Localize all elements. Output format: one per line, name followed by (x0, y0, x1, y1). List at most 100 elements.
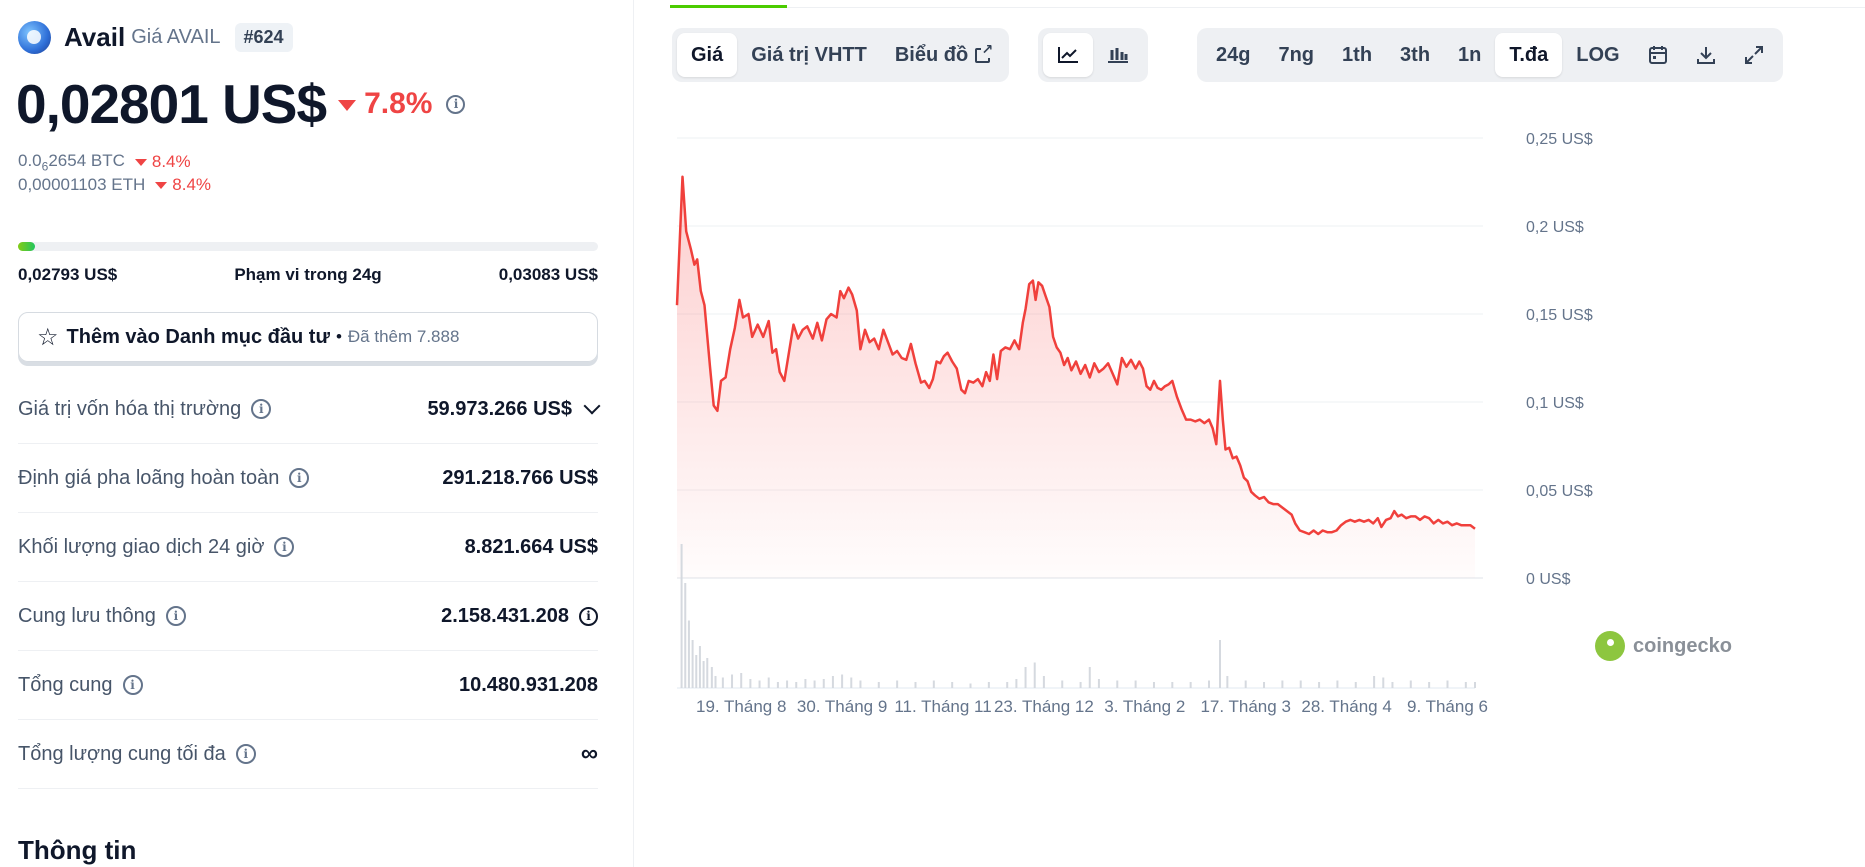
volume-bar (932, 680, 935, 688)
volume-bar (1042, 676, 1045, 688)
stat-value: ∞ (580, 740, 598, 767)
x-tick-label: 30. Tháng 9 (797, 697, 887, 716)
volume-bar (822, 679, 825, 688)
eth-price-row: 0,00001103 ETH 8.4% (18, 175, 211, 195)
volume-bar (1281, 680, 1284, 688)
range-max[interactable]: T.đa (1495, 33, 1563, 77)
chart-type-tabs (1038, 28, 1148, 82)
add-to-portfolio-button[interactable]: ☆ Thêm vào Danh mục đầu tư • Đã thêm 7.8… (18, 312, 598, 362)
volume-bar (1263, 682, 1266, 688)
volume-bar (721, 677, 724, 688)
chart-panel: Giá Giá trị VHTT Biểu đồ 24g 7ng 1th 3th… (635, 0, 1865, 867)
volume-bar (758, 680, 761, 688)
x-tick-label: 3. Tháng 2 (1104, 697, 1185, 716)
volume-bar (987, 682, 990, 688)
price-line (675, 175, 1476, 536)
coingecko-watermark: coingecko (1595, 631, 1732, 661)
info-icon[interactable]: i (446, 94, 466, 114)
volume-bar (1189, 682, 1192, 688)
line-chart-icon[interactable] (1043, 33, 1093, 77)
volume-bar (749, 679, 752, 688)
stat-label: Giá trị vốn hóa thị trường (18, 397, 242, 420)
x-tick-label: 19. Tháng 8 (696, 697, 786, 716)
volume-bar (1088, 667, 1091, 688)
range-log[interactable]: LOG (1576, 43, 1620, 66)
down-triangle-icon (155, 181, 168, 189)
volume-bar (767, 677, 770, 688)
y-tick-label: 0 US$ (1526, 571, 1571, 588)
y-tick-label: 0,25 US$ (1526, 131, 1593, 148)
fullscreen-icon[interactable] (1730, 33, 1778, 77)
tab-price[interactable]: Giá (677, 33, 738, 77)
active-section-indicator (670, 5, 787, 8)
price-row: 0,02801 US$ 7.8% i (16, 72, 466, 136)
y-tick-label: 0,1 US$ (1526, 395, 1584, 412)
y-tick-label: 0,2 US$ (1526, 219, 1584, 236)
volume-bar (1464, 682, 1467, 688)
stat-value: 8.821.664 US$ (464, 535, 598, 558)
volume-bar (1152, 682, 1155, 688)
volume-bar (1474, 682, 1476, 688)
volume-bar (1208, 680, 1210, 688)
info-icon[interactable]: i (579, 606, 598, 626)
volume-bar (951, 682, 954, 688)
range-24h[interactable]: 24g (1216, 43, 1251, 66)
info-icon[interactable]: i (289, 468, 310, 488)
x-tick-label: 17. Tháng 3 (1200, 697, 1290, 716)
x-tick-label: 9. Tháng 6 (1407, 697, 1488, 716)
range-1y[interactable]: 1n (1458, 43, 1482, 66)
time-range-tabs: 24g 7ng 1th 3th 1n T.đa LOG (1197, 28, 1783, 82)
volume-bar (740, 673, 743, 688)
volume-bar (1116, 680, 1119, 688)
info-icon[interactable]: i (235, 744, 256, 764)
price-chart-svg: 0,25 US$ 0,2 US$ 0,15 US$ 0,1 US$ 0,05 US$ 0 … (675, 131, 1593, 716)
stat-total-supply: Tổng cung i 10.480.931.208 (18, 651, 598, 720)
btc-price: 0.062654 BTC (18, 151, 125, 174)
volume-bar (684, 583, 687, 688)
volume-bar (914, 682, 917, 688)
eth-change: 8.4% (155, 175, 211, 195)
info-icon[interactable]: i (251, 399, 272, 419)
volume-bar (1024, 667, 1027, 688)
coin-header: Avail Giá AVAIL #624 (18, 20, 293, 54)
info-icon[interactable]: i (165, 606, 186, 626)
down-triangle-icon (134, 158, 147, 166)
volume-bar (969, 683, 972, 688)
candlestick-icon[interactable] (1093, 33, 1143, 77)
calendar-icon[interactable] (1634, 33, 1682, 77)
tab-tradingview-chart[interactable]: Biểu đồ (881, 33, 1004, 77)
info-icon[interactable]: i (122, 675, 143, 695)
stat-value: 10.480.931.208 (458, 673, 598, 696)
info-section-title: Thông tin (18, 835, 137, 865)
volume-bar (691, 640, 694, 688)
portfolio-separator: • (335, 327, 342, 346)
chevron-down-icon[interactable] (583, 397, 601, 415)
tab-market-cap[interactable]: Giá trị VHTT (751, 43, 867, 66)
volume-bar (795, 682, 798, 688)
range-label: Phạm vi trong 24g (234, 265, 382, 284)
price-change: 7.8% (338, 87, 432, 121)
rank-badge: #624 (234, 22, 293, 52)
stat-volume-24h: Khối lượng giao dịch 24 giờ i 8.821.664 U… (18, 513, 598, 582)
range-1m[interactable]: 1th (1342, 43, 1373, 66)
eth-price: 0,00001103 ETH (18, 175, 146, 194)
volume-bar (804, 679, 807, 688)
volume-bar (1446, 680, 1449, 688)
download-icon[interactable] (1682, 33, 1730, 77)
range-3m[interactable]: 3th (1400, 43, 1431, 66)
volume-bar (1299, 680, 1302, 688)
stat-max-supply: Tổng lượng cung tối đa i ∞ (18, 720, 598, 789)
stat-value: 291.218.766 US$ (442, 466, 598, 489)
info-icon[interactable]: i (274, 537, 295, 557)
volume-bar (877, 682, 880, 688)
volume-bar (687, 620, 690, 688)
volume-bar (831, 676, 834, 688)
current-price: 0,02801 US$ (16, 73, 327, 135)
tab-chart-label: Biểu đồ (894, 43, 969, 66)
watermark-text: coingecko (1633, 634, 1732, 657)
range-7d[interactable]: 7ng (1278, 43, 1315, 66)
chart-mode-tabs: Giá Giá trị VHTT Biểu đồ (672, 28, 1010, 82)
stat-fdv: Định giá pha loãng hoàn toàn i 291.218.76… (18, 444, 598, 513)
volume-bar (1382, 677, 1385, 688)
btc-price-row: 0.062654 BTC 8.4% (18, 151, 191, 173)
